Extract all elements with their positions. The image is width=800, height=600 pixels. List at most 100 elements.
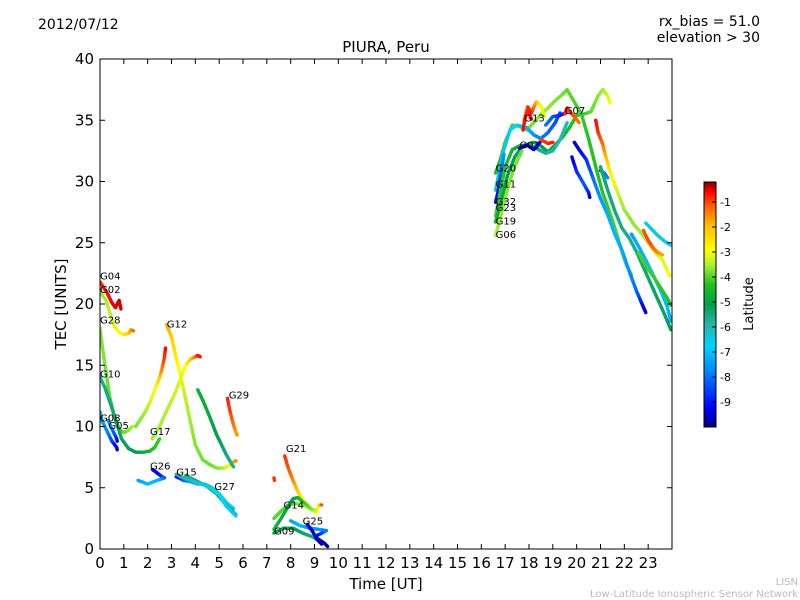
data-point xyxy=(198,355,202,359)
series-g31 xyxy=(598,165,672,332)
series-label-g11: G11 xyxy=(496,180,516,191)
data-point xyxy=(644,310,648,315)
series-g12b xyxy=(150,353,202,441)
data-point xyxy=(669,328,672,332)
data-point xyxy=(551,140,555,144)
series-g04 xyxy=(100,280,123,311)
data-point xyxy=(529,117,534,121)
series-g26 xyxy=(136,467,167,486)
series-g07 xyxy=(563,106,581,125)
series-g07c xyxy=(570,155,592,200)
colorbar-tick-label: -2 xyxy=(720,221,731,234)
data-point xyxy=(115,448,119,452)
x-axis-label: Time [UT] xyxy=(348,575,422,593)
colorbar-tick-label: -5 xyxy=(720,296,731,309)
y-tick-label: 0 xyxy=(84,540,94,558)
colorbar-tick-label: -3 xyxy=(720,246,731,259)
data-point xyxy=(157,437,162,441)
data-point xyxy=(667,274,672,278)
series-label-g09: G09 xyxy=(274,526,294,537)
data-point xyxy=(272,478,277,483)
series-label-g23: G23 xyxy=(496,203,516,214)
data-point xyxy=(565,121,569,125)
x-tick-label: 0 xyxy=(95,554,105,572)
series-label-g27: G27 xyxy=(214,482,234,493)
x-tick-label: 22 xyxy=(615,554,634,572)
x-tick-label: 1 xyxy=(119,554,129,572)
data-point xyxy=(608,101,612,105)
x-tick-label: 9 xyxy=(310,554,320,572)
data-point xyxy=(115,439,119,443)
x-tick-label: 7 xyxy=(262,554,272,572)
elevation-label: elevation > 30 xyxy=(656,30,760,46)
y-tick-label: 25 xyxy=(75,234,94,252)
x-tick-label: 16 xyxy=(472,554,491,572)
data-point xyxy=(235,433,239,437)
data-point xyxy=(234,514,238,518)
y-tick-label: 20 xyxy=(75,295,94,313)
data-point xyxy=(130,424,134,429)
series-g09b xyxy=(305,522,324,546)
data-point xyxy=(669,319,672,323)
series-g13b xyxy=(521,108,534,132)
colorbar-tick-label: -4 xyxy=(720,271,731,284)
x-tick-label: 23 xyxy=(639,554,658,572)
series-label-g01: G01 xyxy=(519,140,539,151)
series-label-g20: G20 xyxy=(496,164,516,175)
y-axis-ticks: 0 5 10 15 20 25 30 35 40 xyxy=(75,50,672,558)
data-point xyxy=(234,459,238,463)
series-label-g25: G25 xyxy=(303,517,323,528)
colorbar-tick-label: -1 xyxy=(720,196,731,209)
series-g27b xyxy=(174,472,238,518)
series-label-g07: G07 xyxy=(565,106,585,117)
x-tick-label: 18 xyxy=(519,554,538,572)
colorbar-ticks: -1 -2 -3 -4 -5 -6 -7 -8 -9 xyxy=(712,196,731,409)
series-label-g28: G28 xyxy=(100,316,120,327)
x-tick-label: 21 xyxy=(591,554,610,572)
x-tick-label: 19 xyxy=(543,554,562,572)
colorbar-tick-label: -7 xyxy=(720,346,731,359)
data-point xyxy=(669,243,672,247)
data-point xyxy=(319,542,324,546)
data-point xyxy=(163,346,168,350)
series-g01b xyxy=(539,138,555,146)
y-tick-label: 5 xyxy=(84,479,94,497)
series-g19 xyxy=(493,121,569,224)
data-point xyxy=(136,478,140,483)
series-g31c xyxy=(636,250,672,307)
series-g08 xyxy=(100,410,119,452)
series-label-g05: G05 xyxy=(108,421,128,432)
series-g02 xyxy=(100,290,136,337)
y-tick-label: 30 xyxy=(75,173,94,191)
data-point xyxy=(502,152,506,157)
series-label-g12: G12 xyxy=(167,319,187,330)
x-tick-label: 5 xyxy=(214,554,224,572)
data-point xyxy=(231,465,236,469)
x-tick-label: 14 xyxy=(424,554,443,572)
data-point xyxy=(319,503,324,507)
series-label-g10: G10 xyxy=(100,370,120,381)
rx-bias-label: rx_bias = 51.0 xyxy=(658,14,760,30)
data-point xyxy=(325,544,330,549)
series-label-g32: G32 xyxy=(496,197,516,208)
series-g29 xyxy=(225,396,239,437)
series-g21b xyxy=(272,476,277,483)
data-point xyxy=(588,195,592,200)
chart-title: PIURA, Peru xyxy=(342,38,429,56)
y-tick-label: 10 xyxy=(75,418,94,436)
x-axis-ticks: 0 1 2 3 4 5 6 7 8 9 10 11 12 13 14 15 16 17 18 19 20 21 22 23 xyxy=(95,59,658,572)
series-g06 xyxy=(493,149,524,238)
series-label-g04: G04 xyxy=(100,272,120,283)
data-point xyxy=(542,114,547,119)
series-g14b xyxy=(272,495,324,532)
series-label-g21: G21 xyxy=(286,444,306,455)
x-tick-label: 4 xyxy=(191,554,201,572)
x-tick-label: 12 xyxy=(376,554,395,572)
series-g30b xyxy=(644,221,672,247)
y-tick-label: 40 xyxy=(75,50,94,68)
credit-short: LISN xyxy=(775,577,798,588)
series-label-g29: G29 xyxy=(229,390,249,401)
colorbar-tick-label: -9 xyxy=(720,396,731,409)
data-point xyxy=(131,329,136,333)
